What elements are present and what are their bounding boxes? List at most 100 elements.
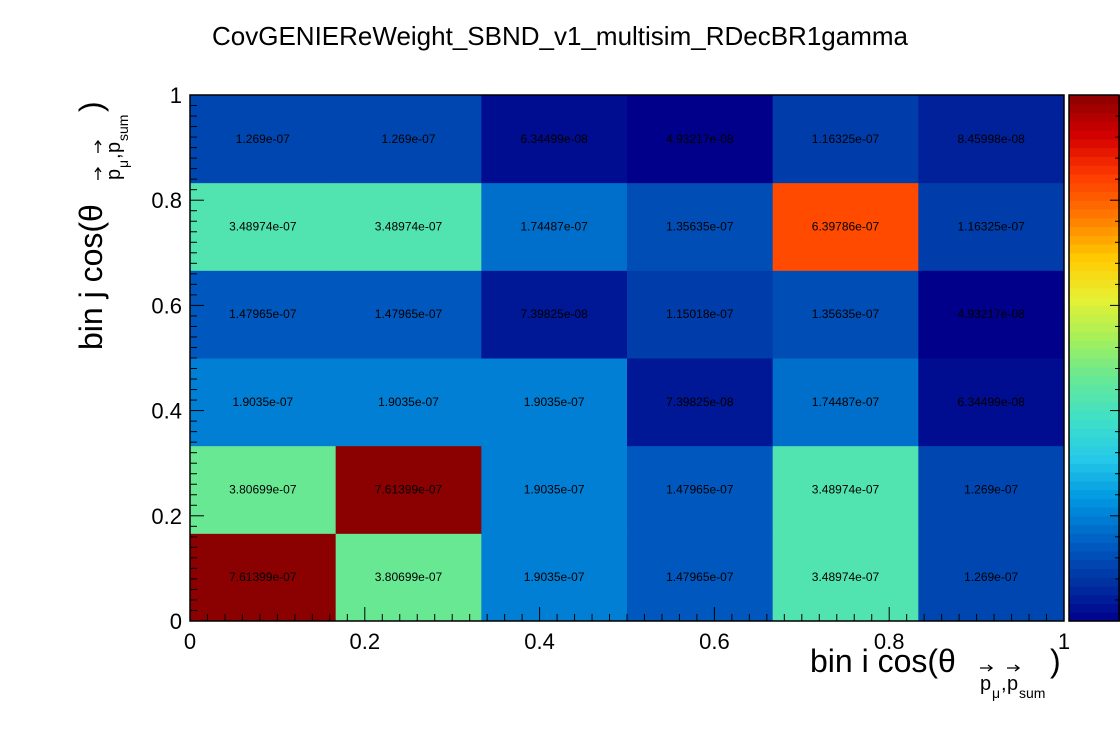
heatmap-cell	[627, 270, 774, 359]
colorbar-segment	[1069, 314, 1120, 324]
colorbar-segment	[1069, 296, 1120, 306]
cell-value-label: 1.47965e-07	[375, 307, 443, 321]
colorbar-segment	[1069, 594, 1120, 605]
heatmap-cell	[918, 270, 1065, 359]
colorbar-segment	[1069, 533, 1120, 543]
y-tick-label: 0.4	[151, 399, 182, 424]
cell-value-label: 4.93217e-08	[957, 307, 1025, 321]
svg-text:,: ,	[103, 153, 125, 159]
x-tick-label: 0.8	[874, 629, 905, 654]
colorbar-segment	[1069, 331, 1120, 342]
heatmap-cell	[918, 95, 1065, 184]
heatmap-cell	[335, 95, 482, 184]
heatmap-cell	[335, 182, 482, 271]
colorbar-segment	[1069, 384, 1120, 394]
colorbar-segment	[1069, 156, 1120, 166]
cell-value-label: 1.9035e-07	[524, 570, 585, 584]
colorbar-segment	[1069, 322, 1120, 333]
y-tick-label: 0	[170, 609, 182, 634]
x-axis-title-comma: ,	[1001, 673, 1007, 695]
svg-text:): )	[73, 101, 109, 112]
colorbar-ticks	[1110, 115, 1120, 601]
colorbar-segment	[1069, 515, 1120, 526]
colorbar-segment	[1069, 419, 1120, 429]
heatmap-cell	[481, 533, 628, 622]
colorbar-segment	[1069, 173, 1120, 184]
cell-value-label: 3.80699e-07	[229, 483, 297, 497]
heatmap-cell	[772, 445, 919, 534]
svg-text:bin j cos(θ: bin j cos(θ	[73, 204, 109, 350]
svg-text:sum: sum	[115, 115, 131, 141]
heatmap-cell	[190, 95, 337, 184]
colorbar-segment	[1069, 471, 1120, 482]
x-axis-title-sub2-sub: sum	[1019, 685, 1045, 701]
x-tick-label: 0.6	[699, 629, 730, 654]
colorbar-segment	[1069, 428, 1120, 438]
cell-value-label: 7.61399e-07	[375, 483, 443, 497]
colorbar-segment	[1069, 165, 1120, 175]
y-tick-label: 0.8	[151, 188, 182, 213]
x-tick-label: 0	[184, 629, 196, 654]
svg-text:sum: sum	[1019, 685, 1045, 701]
x-axis-title-sub1-sub: μ	[992, 685, 1000, 701]
colorbar	[1069, 95, 1120, 622]
heatmap-cell	[918, 358, 1065, 447]
colorbar-segment	[1069, 95, 1120, 105]
y-axis-title-sub1: p	[103, 169, 125, 180]
y-axis-title-sub1-sub: μ	[115, 160, 131, 168]
colorbar-segment	[1069, 261, 1120, 271]
y-axis-title-prefix: bin j cos(θ	[73, 204, 109, 350]
colorbar-segment	[1069, 340, 1120, 350]
colorbar-segment	[1069, 559, 1120, 569]
svg-text:p: p	[103, 169, 125, 180]
heatmap-cell	[627, 445, 774, 534]
colorbar-segment	[1069, 182, 1120, 193]
colorbar-frame	[1068, 94, 1120, 622]
colorbar-segment	[1069, 226, 1120, 236]
svg-text:p: p	[1007, 673, 1018, 695]
heatmap-cell	[627, 95, 774, 184]
y-axis-title-sub2: p	[103, 142, 125, 153]
svg-text:μ: μ	[992, 685, 1000, 701]
colorbar-segment	[1069, 585, 1120, 596]
colorbar-segment	[1069, 138, 1120, 149]
x-axis-title-suffix: )	[1050, 643, 1061, 679]
colorbar-segment	[1069, 507, 1120, 517]
cell-value-label: 4.93217e-08	[666, 132, 734, 146]
chart-title: CovGENIEReWeight_SBND_v1_multisim_RDecBR…	[212, 21, 909, 51]
cell-value-label: 1.9035e-07	[232, 395, 293, 409]
svg-text:,: ,	[1001, 673, 1007, 695]
y-vector-arrow-icon	[94, 139, 102, 153]
y-axis-title-sub2-sub: sum	[115, 115, 131, 141]
cell-value-label: 1.9035e-07	[524, 483, 585, 497]
axis-tick-labels: 0 0.2 0.4 0.6 0.8 1 0 0.2 0.4 0.6 0.8 1	[151, 83, 1070, 654]
cell-value-label: 3.48974e-07	[812, 483, 880, 497]
cell-value-label: 1.74487e-07	[812, 395, 880, 409]
cell-value-label: 1.47965e-07	[229, 307, 297, 321]
x-vector-arrow-icon	[980, 664, 994, 672]
y-axis-title: bin j cos(θ p μ , p sum )	[73, 101, 131, 350]
x-tick-label: 1	[1058, 629, 1070, 654]
colorbar-segment	[1069, 542, 1120, 552]
colorbar-segment	[1069, 349, 1120, 359]
axis-ticks	[189, 94, 1065, 622]
heatmap-cell	[481, 270, 628, 359]
colorbar-segment	[1069, 244, 1120, 254]
colorbar-segment	[1069, 393, 1120, 403]
cell-value-label: 3.80699e-07	[375, 570, 443, 584]
y-vector-arrow-icon	[94, 166, 102, 180]
y-tick-label: 0.6	[151, 293, 182, 318]
cell-value-label: 6.34499e-08	[520, 132, 588, 146]
colorbar-segment	[1069, 358, 1120, 368]
heatmap-cell	[772, 358, 919, 447]
heatmap-cell	[190, 445, 337, 534]
colorbar-segment	[1069, 121, 1120, 131]
svg-text:): )	[1050, 643, 1061, 679]
cell-value-label: 1.15018e-07	[666, 307, 734, 321]
heatmap-cell	[335, 358, 482, 447]
heatmap-cell	[627, 182, 774, 271]
cell-value-label: 1.269e-07	[964, 570, 1018, 584]
heatmap-cell	[481, 358, 628, 447]
x-tick-label: 0.2	[350, 629, 381, 654]
cell-value-label: 7.61399e-07	[229, 570, 297, 584]
